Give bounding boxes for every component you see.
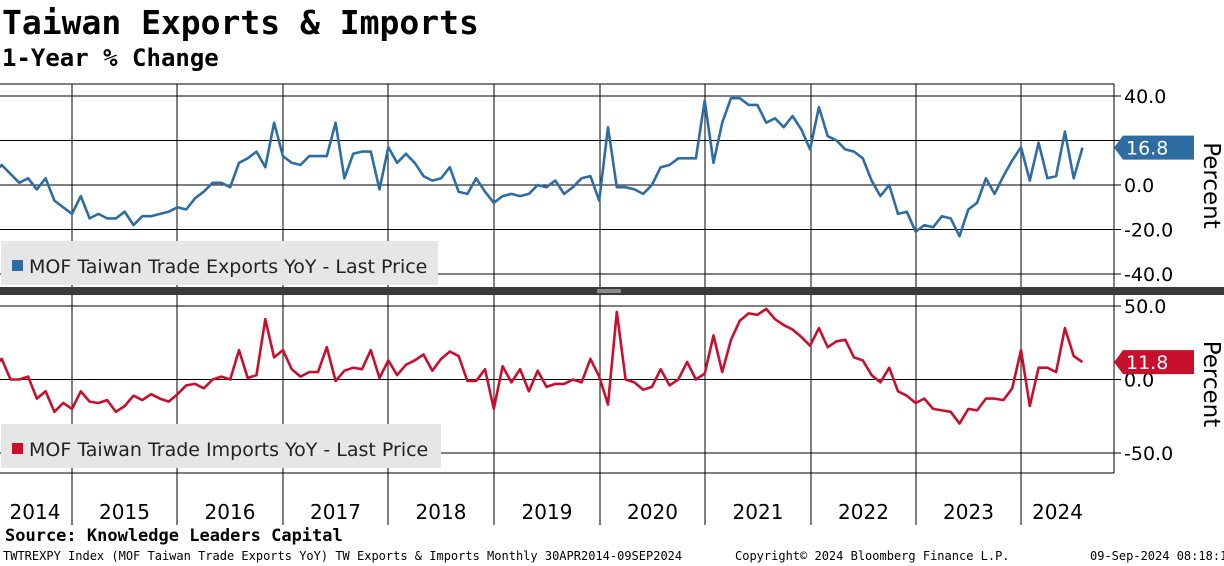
top-legend-swatch bbox=[12, 260, 23, 271]
x-tick-label-2021: 2021 bbox=[733, 500, 784, 524]
x-tick-label-2015: 2015 bbox=[99, 500, 150, 524]
panel-frames bbox=[0, 83, 1224, 474]
x-tick-label-2024: 2024 bbox=[1032, 500, 1083, 524]
series-layer bbox=[0, 96, 1084, 425]
footer-timestamp: 09-Sep-2024 08:18:18 bbox=[1090, 549, 1224, 563]
top-last-value-label: 16.8 bbox=[1126, 138, 1168, 160]
bottom-y-axis-title: Percent bbox=[1198, 341, 1224, 428]
bottom-last-value-label: 11.8 bbox=[1126, 352, 1168, 374]
top-series-line bbox=[0, 96, 1084, 238]
footer-index-info: TWTREXPY Index (MOF Taiwan Trade Exports… bbox=[3, 549, 683, 563]
bottom-legend-swatch bbox=[12, 443, 23, 454]
legend-layer: MOF Taiwan Trade Exports YoY - Last Pric… bbox=[1, 241, 441, 468]
bottom-series-line bbox=[0, 307, 1084, 425]
top-y-tick-label: 0.0 bbox=[1124, 175, 1154, 197]
bottom-y-tick-label: -50.0 bbox=[1124, 443, 1173, 465]
bottom-y-tick-label: 50.0 bbox=[1124, 296, 1166, 318]
top-y-tick-label: -40.0 bbox=[1124, 264, 1173, 286]
top-legend-label: MOF Taiwan Trade Exports YoY - Last Pric… bbox=[29, 256, 427, 278]
chart-subtitle: 1-Year % Change bbox=[2, 44, 219, 72]
x-tick-label-2022: 2022 bbox=[838, 500, 889, 524]
top-legend-box bbox=[1, 241, 438, 285]
top-y-axis-title: Percent bbox=[1198, 142, 1224, 229]
top-last-value-tag bbox=[1114, 135, 1194, 160]
x-tick-label-2023: 2023 bbox=[943, 500, 994, 524]
bottom-legend-label: MOF Taiwan Trade Imports YoY - Last Pric… bbox=[29, 439, 428, 461]
bottom-y-tick-label: 0.0 bbox=[1124, 370, 1154, 392]
footer-copyright: Copyright© 2024 Bloomberg Finance L.P. bbox=[735, 549, 1010, 563]
x-tick-label-2016: 2016 bbox=[205, 500, 256, 524]
x-tick-label-2014: 2014 bbox=[10, 500, 61, 524]
x-tick-label-2017: 2017 bbox=[310, 500, 361, 524]
top-y-tick-label: -20.0 bbox=[1124, 220, 1173, 242]
axis-layer: 2014 2015 2016 2017 2018 2019 2020 2021 2022 2023… bbox=[10, 86, 1224, 524]
bottom-last-value-tag bbox=[1114, 350, 1194, 375]
x-tick-label-2019: 2019 bbox=[522, 500, 573, 524]
x-tick-label-2020: 2020 bbox=[627, 500, 678, 524]
divider-handle[interactable] bbox=[597, 289, 621, 293]
x-tick-label-2018: 2018 bbox=[416, 500, 467, 524]
source-note: Source: Knowledge Leaders Capital bbox=[5, 526, 343, 546]
top-y-tick-label: 40.0 bbox=[1124, 86, 1166, 108]
bottom-legend-box bbox=[1, 424, 441, 468]
chart-title: Taiwan Exports & Imports bbox=[2, 3, 479, 42]
